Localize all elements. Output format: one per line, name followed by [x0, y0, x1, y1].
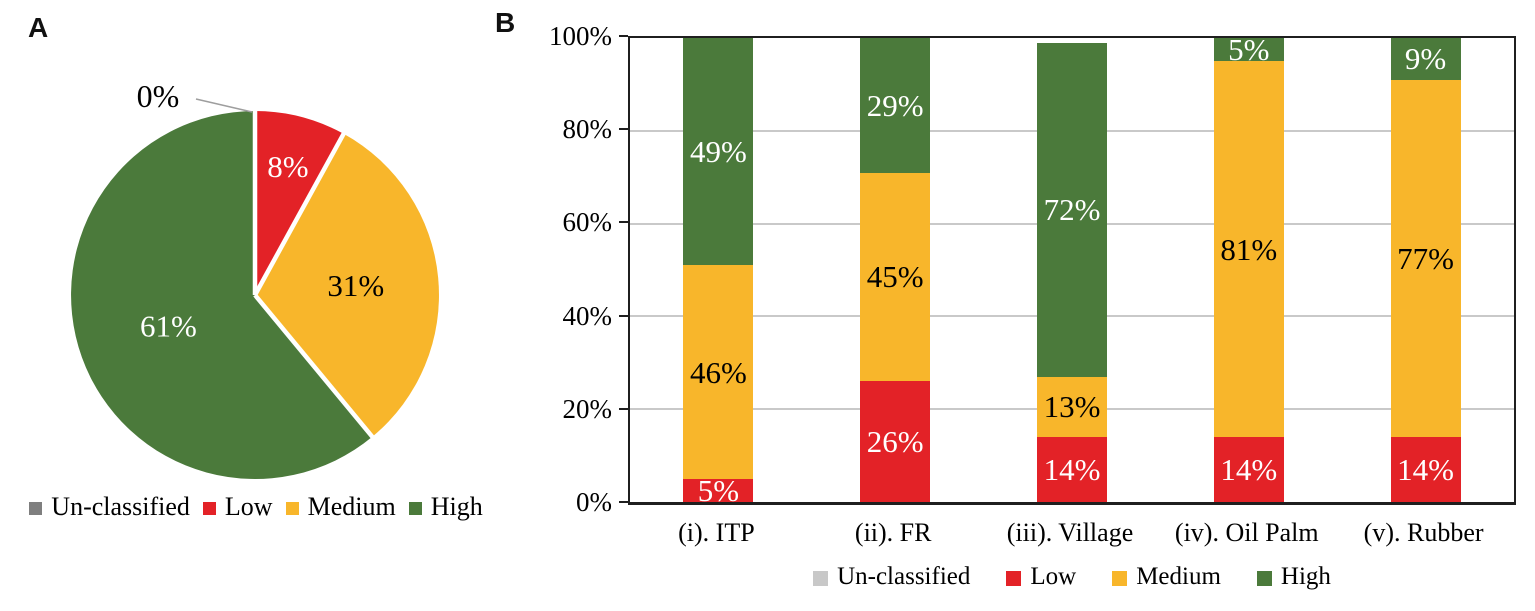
panel-b-label: B — [495, 7, 516, 38]
legend-item-high: High — [408, 492, 483, 522]
bar-segment-high: 5% — [1213, 34, 1284, 65]
legend-label: Low — [224, 492, 273, 521]
pie-legend: Un-classified Low Medium High — [0, 492, 512, 522]
legend-swatch-icon — [1006, 571, 1022, 586]
bar-segment-medium: 81% — [1213, 61, 1284, 438]
y-tick-mark — [619, 221, 628, 224]
bar-value-label: 14% — [1397, 452, 1454, 488]
bar-segment-low: 14% — [1390, 437, 1461, 502]
pie-slice-separator — [253, 293, 375, 439]
x-category-label: (i). ITP — [678, 518, 755, 547]
legend-swatch-icon — [813, 571, 829, 586]
legend-item-un-classified: Un-classified — [29, 492, 190, 522]
bar-segment-medium: 77% — [1390, 79, 1461, 438]
bar-value-label: 45% — [866, 259, 924, 295]
y-tick-label: 60% — [562, 207, 613, 238]
legend-swatch-icon — [408, 502, 422, 515]
pie-chart: 8% 31% 61% 0% — [71, 78, 439, 479]
pie-value-label: 8% — [267, 149, 308, 184]
x-category-label: (ii). FR — [854, 518, 932, 547]
legend-item-medium: Medium — [1112, 563, 1221, 591]
plot-area: 5% 46% 49% 26% 45% 29% 14% 13% 72% 14% 81% 5% 14% 77%… — [628, 34, 1516, 506]
bar-value-label: 72% — [1043, 192, 1101, 228]
bar-segment-medium: 45% — [860, 172, 931, 382]
y-tick-label: 40% — [562, 300, 613, 331]
y-tick-label: 0% — [576, 487, 612, 517]
legend-swatch-icon — [29, 502, 43, 515]
legend-label: Medium — [1136, 563, 1221, 590]
x-category-label: (v). Rubber — [1363, 518, 1484, 547]
legend-label: Low — [1030, 563, 1077, 590]
legend-item-low: Low — [202, 492, 273, 522]
y-tick-label: 80% — [562, 114, 613, 145]
bar-segment-high: 72% — [1037, 42, 1107, 377]
x-category-label: (iii). Village — [1006, 518, 1134, 547]
bar-value-label: 9% — [1404, 41, 1447, 77]
bar-value-label: 81% — [1220, 231, 1278, 267]
pie-zero-value-label: 0% — [137, 78, 180, 114]
legend-swatch-icon — [285, 502, 299, 515]
bar--v-rubber: 14% 77% 9% — [1390, 38, 1461, 502]
bar--ii-fr: 26% 45% 29% — [860, 38, 931, 502]
legend-label: Medium — [307, 492, 396, 521]
x-category-label: (iv). Oil Palm — [1174, 518, 1319, 547]
legend-swatch-icon — [1112, 571, 1128, 586]
bar--iii-village: 14% 13% 72% — [1037, 38, 1107, 502]
bar-value-label: 5% — [1228, 32, 1270, 68]
bar-value-label: 13% — [1043, 389, 1101, 425]
bar-segment-low: 14% — [1037, 437, 1107, 502]
legend-item-low: Low — [1006, 563, 1076, 591]
legend-label: Un-classified — [837, 563, 971, 590]
bar-value-label: 14% — [1043, 452, 1101, 488]
legend-item-high: High — [1256, 563, 1331, 591]
legend-item-medium: Medium — [285, 492, 396, 522]
y-tick-mark — [619, 314, 628, 317]
legend-swatch-icon — [202, 502, 216, 515]
pie-value-label: 31% — [327, 268, 384, 303]
y-tick-mark — [619, 407, 628, 410]
pie-callout-line — [195, 98, 253, 113]
legend-swatch-icon — [1256, 571, 1272, 586]
bar-value-label: 26% — [866, 424, 924, 460]
pie-slice-separator — [253, 131, 347, 297]
bar-segment-low: 5% — [683, 475, 754, 506]
panel-a-label: A — [28, 12, 49, 43]
y-tick-label: 20% — [562, 393, 613, 424]
legend-label: Un-classified — [51, 492, 190, 521]
pie-value-label: 61% — [140, 309, 197, 344]
legend-item-un-classified: Un-classified — [813, 563, 970, 591]
legend-label: High — [1280, 563, 1331, 590]
bar-value-label: 49% — [689, 134, 747, 170]
bar-value-label: 29% — [866, 87, 924, 123]
bar-segment-high: 29% — [860, 38, 931, 173]
bar-value-label: 5% — [697, 472, 740, 508]
y-tick-mark — [619, 128, 628, 131]
bar-value-label: 77% — [1397, 240, 1454, 276]
pie-slice-low — [255, 111, 344, 295]
bar-segment-low: 14% — [1213, 437, 1284, 502]
y-tick-label: 100% — [549, 21, 612, 51]
bar-segment-low: 26% — [860, 381, 931, 502]
bar-segment-high: 49% — [683, 38, 754, 266]
bar-segment-medium: 46% — [683, 265, 754, 479]
bar--i-itp: 5% 46% 49% — [683, 38, 754, 506]
bar-segment-high: 9% — [1390, 38, 1461, 80]
bar-segment-medium: 13% — [1037, 376, 1107, 438]
pie-slice-high — [71, 111, 373, 479]
bar--iv-oil-palm: 14% 81% 5% — [1213, 34, 1284, 502]
bar-legend: Un-classified Low Medium High — [628, 563, 1516, 591]
legend-label: High — [430, 492, 483, 521]
y-tick-mark — [619, 501, 628, 503]
bar-value-label: 46% — [689, 354, 747, 390]
pie-slice-medium — [255, 133, 439, 437]
y-tick-mark — [619, 35, 628, 37]
bar-value-label: 14% — [1220, 452, 1278, 488]
